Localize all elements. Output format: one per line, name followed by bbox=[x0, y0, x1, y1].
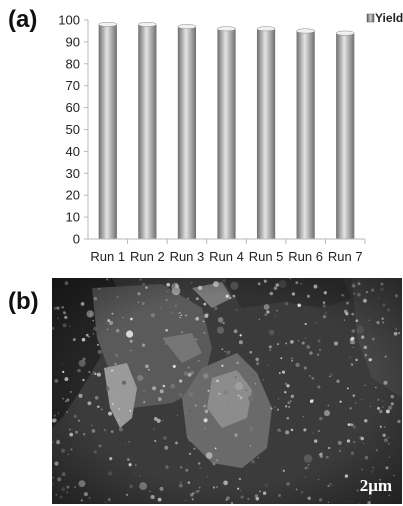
x-tick-label: Run 4 bbox=[209, 249, 244, 264]
bar-run-7 bbox=[336, 33, 355, 239]
bar-cap bbox=[217, 26, 236, 32]
y-tick-label: 90 bbox=[66, 34, 80, 49]
bar-run-3 bbox=[177, 26, 197, 239]
legend-label-yield: Yield bbox=[375, 11, 403, 25]
y-tick-label: 20 bbox=[66, 188, 80, 203]
legend-swatch bbox=[366, 13, 375, 23]
y-tick-label: 40 bbox=[66, 144, 80, 159]
panel-label-a: (a) bbox=[8, 6, 38, 33]
x-tick-label: Run 7 bbox=[328, 249, 363, 264]
bar-cap bbox=[98, 21, 118, 27]
bar-cap bbox=[296, 28, 315, 34]
x-tick-label: Run 3 bbox=[170, 249, 205, 264]
bar-cap bbox=[177, 24, 197, 30]
x-tick-label: Run 5 bbox=[249, 249, 284, 264]
scale-bar-label: 2μm bbox=[359, 476, 392, 495]
y-tick-label: 10 bbox=[66, 210, 80, 225]
y-axis: 0 10 20 30 40 50 60 70 80 90 100 bbox=[58, 13, 89, 247]
bar-cap bbox=[335, 30, 355, 36]
bar-run-2 bbox=[138, 24, 157, 239]
x-tick-label: Run 1 bbox=[90, 249, 125, 264]
bar-cap bbox=[256, 26, 276, 32]
bar-run-6 bbox=[296, 30, 315, 240]
bar-run-5 bbox=[256, 28, 276, 240]
bar-run-4 bbox=[217, 28, 236, 240]
y-tick-label: 100 bbox=[58, 13, 80, 28]
legend: Yield bbox=[366, 11, 403, 25]
bar-run-1 bbox=[98, 24, 117, 239]
bar-group bbox=[98, 21, 355, 240]
x-tick-label: Run 6 bbox=[288, 249, 323, 264]
sem-image bbox=[52, 278, 402, 504]
y-tick-label: 30 bbox=[66, 166, 80, 181]
y-tick-label: 0 bbox=[73, 232, 80, 247]
y-tick-label: 60 bbox=[66, 100, 80, 115]
bar-cap bbox=[138, 21, 157, 27]
y-tick-label: 70 bbox=[66, 78, 80, 93]
panel-label-b: (b) bbox=[8, 288, 39, 315]
x-tick-label: Run 2 bbox=[130, 249, 165, 264]
sem-micrograph: 2μm bbox=[52, 278, 402, 504]
y-tick-label: 50 bbox=[66, 122, 80, 137]
y-tick-label: 80 bbox=[66, 56, 80, 71]
x-axis: Run 1 Run 2 Run 3 Run 4 Run 5 Run 6 Run 7 bbox=[88, 238, 366, 264]
